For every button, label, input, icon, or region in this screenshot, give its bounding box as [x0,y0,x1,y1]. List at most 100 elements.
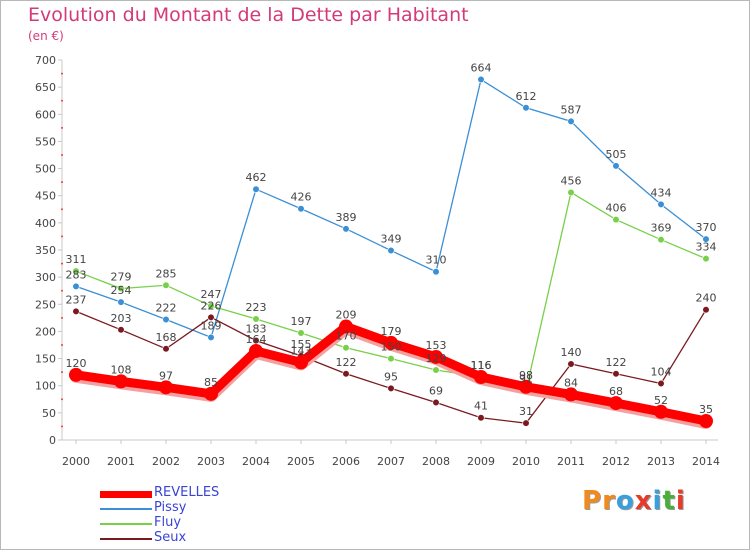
y-axis-minor-dot [61,316,63,319]
logo-letter: x [634,486,653,516]
logo-letter: P [582,486,603,516]
y-tick-label: 200 [35,325,56,338]
y-tick-label: 550 [35,135,56,148]
data-point-pissy [567,117,575,125]
y-axis-minor-dot [61,99,63,102]
legend-swatch [100,508,152,510]
logo-letter: t [662,486,676,516]
y-tick-label: 450 [35,190,56,203]
data-point-fluy [162,281,170,289]
legend-swatch [100,538,152,540]
data-point-fluy [612,216,620,224]
data-label-pissy: 222 [156,301,177,314]
data-point-seux [477,414,485,422]
data-point-fluy [72,267,80,275]
y-tick-label: 150 [35,353,56,366]
logo-letter: i [652,486,663,516]
data-label-fluy: 285 [156,267,177,280]
data-label-fluy: 279 [111,271,132,284]
x-tick-label: 2013 [647,455,675,468]
x-tick-label: 2011 [557,455,585,468]
data-label-fluy: 406 [606,202,627,215]
logo-letter: r [602,486,616,516]
data-label-pissy: 426 [291,191,312,204]
data-point-revelles [609,396,623,411]
data-point-revelles [384,335,398,350]
data-point-seux [117,326,125,334]
x-tick-label: 2007 [377,455,405,468]
data-point-fluy [567,188,575,197]
data-point-pissy [297,205,305,213]
data-point-revelles [249,343,263,358]
y-tick-label: 350 [35,244,56,257]
x-tick-label: 2006 [332,455,360,468]
data-point-revelles [339,319,353,334]
data-point-revelles [114,374,128,389]
x-tick-label: 2004 [242,455,270,468]
data-point-revelles [519,379,533,394]
legend-swatch [100,490,152,498]
x-tick-label: 2005 [287,455,315,468]
y-tick-label: 100 [35,380,56,393]
data-label-pissy: 389 [336,211,357,224]
y-axis-minor-dot [61,425,63,428]
proxiti-logo: Proxiti [582,486,686,516]
data-point-revelles [564,387,578,402]
data-label-seux: 95 [384,370,398,383]
y-axis-minor-dot [61,289,63,292]
data-label-seux: 31 [519,405,533,418]
data-label-seux: 155 [291,338,312,351]
data-point-pissy [657,200,665,208]
y-axis-minor-dot [61,235,63,238]
y-tick-label: 650 [35,81,56,94]
data-label-pissy: 370 [696,221,717,234]
data-point-fluy [342,344,350,352]
y-tick-label: 300 [35,271,56,284]
data-label-seux: 41 [474,400,488,413]
data-point-pissy [342,225,350,233]
data-point-pissy [702,235,710,243]
data-point-seux [252,337,260,345]
data-point-revelles [204,386,218,401]
data-label-seux: 122 [606,356,627,369]
data-label-revelles: 164 [246,333,267,346]
y-tick-label: 50 [42,407,56,420]
y-axis-minor-dot [61,371,63,374]
data-label-seux: 183 [246,323,267,336]
data-point-pissy [252,185,260,193]
data-label-revelles: 179 [381,325,402,338]
data-label-revelles: 108 [111,363,132,376]
data-label-seux: 203 [111,312,132,325]
data-point-pissy [432,268,440,276]
x-tick-label: 2000 [62,455,90,468]
data-label-pissy: 462 [246,171,267,184]
data-point-pissy [207,333,215,342]
y-tick-label: 0 [49,434,56,447]
y-axis-minor-dot [61,154,63,156]
legend-swatch [100,523,152,525]
data-point-pissy [72,282,80,290]
data-point-seux [72,307,80,315]
data-point-seux [522,419,530,427]
data-point-pissy [522,104,530,112]
x-tick-label: 2003 [197,455,225,468]
data-label-fluy: 456 [561,174,582,187]
data-point-fluy [207,302,215,310]
data-label-revelles: 84 [564,376,578,389]
legend-label: Fluy [154,515,182,530]
data-label-pissy: 505 [606,148,627,161]
data-label-pissy: 310 [426,254,447,267]
data-point-fluy [702,255,710,263]
data-label-pissy: 283 [66,268,87,281]
data-point-revelles [654,404,668,419]
y-axis-minor-dot [61,72,63,75]
y-tick-label: 700 [35,54,56,67]
y-axis-minor-dot [61,181,63,184]
data-label-revelles: 209 [336,309,357,322]
data-label-fluy: 91 [519,373,533,386]
data-label-revelles: 120 [66,357,87,370]
data-label-fluy: 170 [336,330,357,343]
data-label-revelles: 85 [204,376,218,389]
data-label-fluy: 116 [471,359,492,372]
